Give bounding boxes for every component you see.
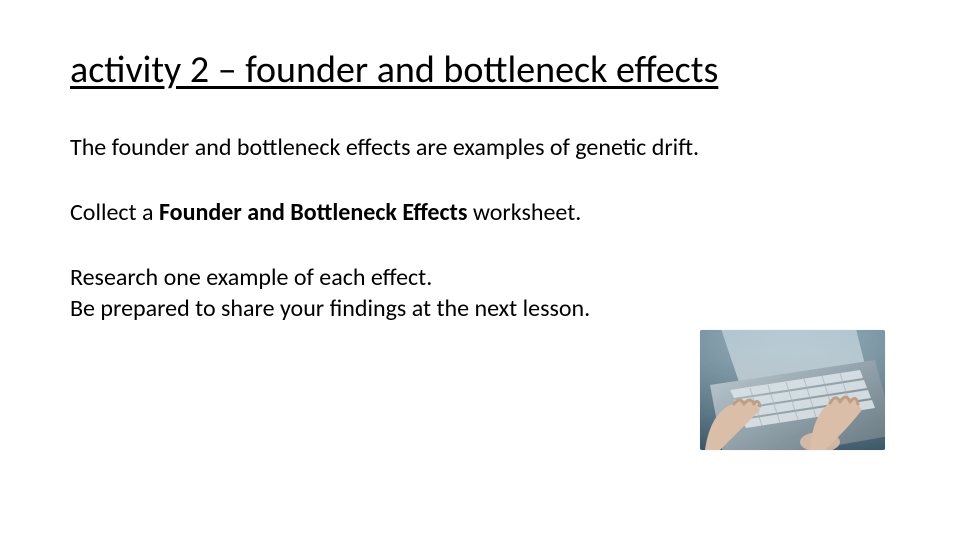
slide: activity 2 – founder and bottleneck effe… <box>0 0 960 540</box>
research-line-2: Be prepared to share your findings at th… <box>70 294 590 323</box>
slide-title: activity 2 – founder and bottleneck effe… <box>70 50 890 92</box>
research-paragraph: Research one example of each effect. Be … <box>70 262 890 324</box>
laptop-image <box>700 330 885 450</box>
worksheet-title: Founder and Bottleneck Effects <box>159 198 467 227</box>
intro-paragraph: The founder and bottleneck effects are e… <box>70 132 890 163</box>
laptop-typing-icon <box>700 330 885 450</box>
research-line-1: Research one example of each effect. <box>70 263 432 292</box>
worksheet-suffix: worksheet. <box>467 198 581 227</box>
worksheet-prefix: Collect a <box>70 198 159 227</box>
worksheet-paragraph: Collect a Founder and Bottleneck Effects… <box>70 197 890 228</box>
